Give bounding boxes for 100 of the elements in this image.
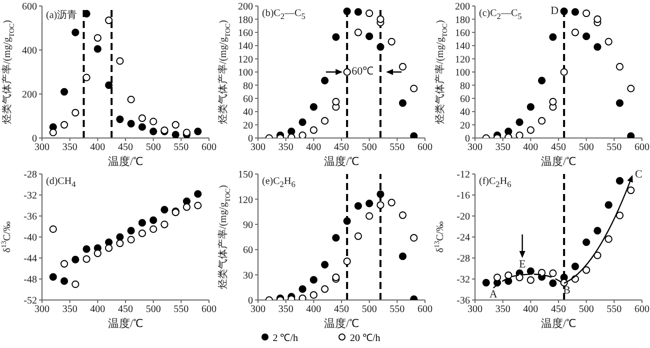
y-tick-label: 120 [238, 54, 253, 66]
y-tick-label: -28 [24, 170, 37, 181]
x-tick-label: 450 [551, 142, 566, 154]
x-tick-label: 300 [468, 142, 482, 154]
y-tick-label: -36 [456, 296, 470, 307]
y-tick-label: 0 [465, 134, 470, 145]
x-tick-label: 450 [551, 304, 566, 316]
y-tick-label: 90 [243, 220, 253, 231]
y-tick-label: -20 [456, 212, 470, 223]
y-tick-label: 100 [455, 68, 470, 79]
x-tick-label: 450 [334, 142, 349, 154]
x-tick-label: 500 [362, 142, 377, 154]
y-tick-label: 160 [455, 28, 470, 39]
y-tick-label: -44 [24, 254, 37, 265]
x-tick-label: 600 [202, 304, 216, 316]
chart-title: (d)CH$_{4}$ [46, 176, 76, 189]
y-tick-label: -32 [24, 190, 37, 202]
annotation: C [634, 168, 642, 181]
y-tick-label: 20 [460, 120, 470, 132]
x-tick-label: 550 [606, 142, 622, 154]
x-tick-label: 600 [634, 142, 650, 154]
y-tick-label: 400 [22, 46, 37, 57]
y-tick-label: 0 [248, 134, 253, 145]
x-tick-label: 350 [495, 304, 510, 316]
chart-title: (e)C$_{2}$H$_{6}$ [262, 176, 296, 189]
y-tick-label: 100 [238, 68, 253, 79]
x-axis-title: 温度/℃ [540, 155, 576, 168]
x-tick-label: 450 [118, 304, 133, 316]
x-tick-label: 350 [278, 304, 294, 316]
x-tick-label: 350 [62, 142, 78, 154]
x-tick-label: 600 [418, 142, 432, 154]
x-axis-title: 温度/℃ [108, 317, 144, 330]
x-tick-label: 550 [390, 304, 405, 316]
x-tick-label: 500 [146, 304, 161, 316]
y-tick-label: -16 [456, 190, 470, 202]
annotation: A [489, 288, 498, 300]
y-tick-label: 180 [455, 14, 470, 26]
x-tick-label: 350 [278, 142, 294, 154]
y-tick-label: 60 [243, 245, 253, 256]
x-tick-label: 350 [62, 304, 78, 316]
x-tick-label: 300 [250, 142, 266, 154]
x-tick-label: 550 [174, 142, 189, 154]
annotation: 60℃ [352, 66, 374, 78]
y-tick-label: -36 [24, 212, 37, 223]
x-tick-label: 550 [390, 142, 405, 154]
y-tick-label: 200 [455, 2, 470, 13]
x-tick-label: 300 [468, 304, 482, 316]
y-tick-label: -24 [456, 232, 470, 244]
x-tick-label: 400 [90, 142, 106, 154]
y-tick-label: -48 [24, 274, 37, 286]
chart-title: (a)沥青 [46, 8, 78, 22]
x-tick-label: 400 [90, 304, 106, 316]
annotation: B [563, 284, 571, 297]
y-tick-label: -32 [456, 274, 470, 286]
y-tick-label: 120 [455, 54, 470, 66]
x-axis-title: 温度/℃ [324, 155, 360, 168]
x-tick-label: 450 [334, 304, 349, 316]
y-tick-label: 0 [32, 134, 37, 145]
annotation: E [518, 258, 526, 270]
x-tick-label: 500 [362, 304, 377, 316]
x-tick-label: 400 [306, 142, 322, 154]
chart-title: (f)C$_{2}$H$_{6}$ [479, 176, 512, 189]
y-tick-label: 20 [243, 120, 253, 132]
y-tick-label: -12 [456, 170, 470, 181]
y-tick-label: 80 [243, 80, 253, 92]
y-tick-label: 80 [460, 80, 470, 92]
chart-title: (c)C$_{2}$—C$_{5}$ [479, 8, 522, 21]
x-tick-label: 300 [250, 304, 266, 316]
x-tick-label: 600 [634, 304, 650, 316]
y-tick-label: 150 [238, 170, 253, 181]
x-tick-label: 300 [34, 304, 50, 316]
y-tick-label: 180 [238, 14, 253, 26]
y-tick-label: 200 [22, 90, 37, 101]
x-axis-title: 温度/℃ [540, 317, 576, 330]
x-tick-label: 400 [523, 304, 538, 316]
x-tick-label: 400 [306, 304, 322, 316]
x-tick-label: 500 [146, 142, 161, 154]
x-tick-label: 550 [174, 304, 189, 316]
y-tick-label: 60 [243, 94, 253, 105]
y-tick-label: -52 [24, 296, 37, 307]
y-tick-label: 0 [248, 296, 253, 307]
x-tick-label: 550 [606, 304, 622, 316]
y-tick-label: 40 [460, 107, 470, 118]
chart-title: (b)C$_{2}$—C$_{5}$ [262, 8, 306, 21]
x-tick-label: 300 [34, 142, 50, 154]
y-tick-label: -28 [456, 254, 470, 265]
y-tick-label: 600 [22, 2, 37, 13]
annotation: D [550, 4, 559, 17]
y-tick-label: 160 [238, 28, 253, 39]
x-tick-label: 400 [523, 142, 538, 154]
y-tick-label: 120 [238, 194, 253, 206]
y-tick-label: 140 [455, 41, 470, 52]
legend-label: 20 ℃/h [349, 332, 380, 344]
x-axis-title: 温度/℃ [324, 317, 360, 330]
y-tick-label: 200 [238, 2, 253, 13]
x-tick-label: 450 [118, 142, 133, 154]
x-axis-title: 温度/℃ [108, 155, 144, 168]
x-tick-label: 500 [578, 304, 594, 316]
x-tick-label: 600 [418, 304, 432, 316]
y-tick-label: 30 [243, 270, 253, 282]
